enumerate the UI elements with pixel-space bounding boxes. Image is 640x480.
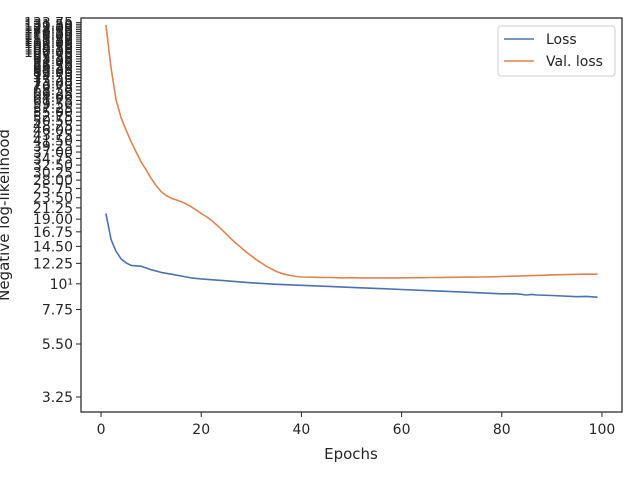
y-tick-label: 77.50	[33, 71, 73, 87]
y-tick-label: 70.75	[33, 80, 73, 96]
y-tick-label: 115.75	[24, 30, 73, 46]
y-tick-label: 25.75	[33, 182, 73, 198]
y-tick-label: 104.50	[24, 40, 73, 56]
x-tick-label: 100	[589, 422, 616, 438]
y-tick-label: 66.25	[33, 86, 73, 102]
y-tick-label: 64.00	[33, 90, 73, 106]
y-tick-label: 12.25	[33, 256, 73, 272]
y-axis-label: Negative log-likelihood	[0, 129, 13, 301]
y-tick-label: 3.25	[42, 390, 73, 406]
y-tick-label: 120.25	[24, 26, 73, 42]
y-tick-label: 43.75	[33, 128, 73, 144]
y-tick-label: 52.75	[33, 109, 73, 125]
series-line-val-loss	[105, 24, 598, 279]
y-tick-label: 100.00	[24, 45, 73, 61]
y-tick-label: 41.50	[33, 133, 73, 149]
y-tick-label: 68.50	[33, 83, 73, 99]
y-tick-label: 10¹	[50, 277, 73, 293]
y-tick-label: 32.50	[33, 158, 73, 174]
y-tick-label: 129.25	[24, 19, 73, 35]
y-tick-label: 79.75	[33, 68, 73, 84]
y-tick-label: 97.75	[33, 47, 73, 63]
legend-label: Val. loss	[546, 54, 603, 70]
y-tick-label: 75.25	[33, 74, 73, 90]
y-tick-label: 113.50	[24, 32, 73, 48]
y-axis: 3.25 5.50 7.75 10¹ 12.2514.5016.7519.0021.25…	[24, 16, 81, 406]
x-tick-label: 80	[493, 422, 511, 438]
x-axis: 0 20 40 60 80 100	[97, 412, 616, 438]
y-tick-label: 86.50	[33, 59, 73, 75]
y-tick-label: 88.75	[33, 57, 73, 73]
x-tick-label: 0	[97, 422, 106, 438]
y-tick-label: 48.25	[33, 118, 73, 134]
y-tick-label: 124.75	[24, 23, 73, 39]
y-tick-label: 46.00	[33, 123, 73, 139]
y-tick-label: 127.00	[24, 21, 73, 37]
y-tick-label: 102.25	[24, 43, 73, 59]
y-tick-label: 7.75	[42, 302, 73, 318]
legend: Loss Val. loss	[497, 25, 616, 77]
x-tick-label: 40	[292, 422, 310, 438]
y-tick-label: 59.50	[33, 97, 73, 113]
y-tick-label: 84.25	[33, 62, 73, 78]
y-tick-label: 39.25	[33, 139, 73, 155]
y-tick-label: 118.00	[24, 28, 73, 44]
y-tick-label: 50.50	[33, 114, 73, 130]
y-tick-label: 95.50	[33, 50, 73, 66]
y-tick-label: 55.00	[33, 105, 73, 121]
y-tick-label: 30.25	[33, 165, 73, 181]
y-tick-label: 5.50	[42, 337, 73, 353]
x-tick-label: 60	[393, 422, 411, 438]
y-tick-label: 73.00	[33, 77, 73, 93]
y-tick-label: 37.00	[33, 145, 73, 161]
y-tick-label: 122.50	[24, 24, 73, 40]
x-tick-label: 20	[192, 422, 210, 438]
y-tick-label: 23.50	[33, 191, 73, 207]
plot-area	[105, 24, 598, 299]
x-axis-label: Epochs	[324, 445, 378, 463]
y-tick-label: 57.25	[33, 101, 73, 117]
y-tick-label: 34.75	[33, 151, 73, 167]
y-tick-label: 16.75	[33, 225, 73, 241]
y-tick-label: 19.00	[33, 212, 73, 228]
y-tick-label: 133.75	[24, 16, 73, 32]
y-tick-label: 91.00	[33, 54, 73, 70]
y-tick-label: 93.25	[33, 52, 73, 68]
y-tick-label: 21.25	[33, 201, 73, 217]
legend-label: Loss	[546, 32, 577, 48]
series-line-loss	[105, 213, 598, 299]
y-tick-label: 106.75	[24, 38, 73, 54]
axes-frame	[80, 17, 623, 413]
y-tick-label: 111.25	[24, 34, 73, 50]
y-tick-label: 82.00	[33, 65, 73, 81]
y-tick-label: 109.00	[24, 36, 73, 52]
y-tick-label: 28.00	[33, 173, 73, 189]
y-tick-label: 131.50	[24, 17, 73, 33]
y-tick-label: 61.75	[33, 93, 73, 109]
y-tick-label: 14.50	[33, 239, 73, 255]
